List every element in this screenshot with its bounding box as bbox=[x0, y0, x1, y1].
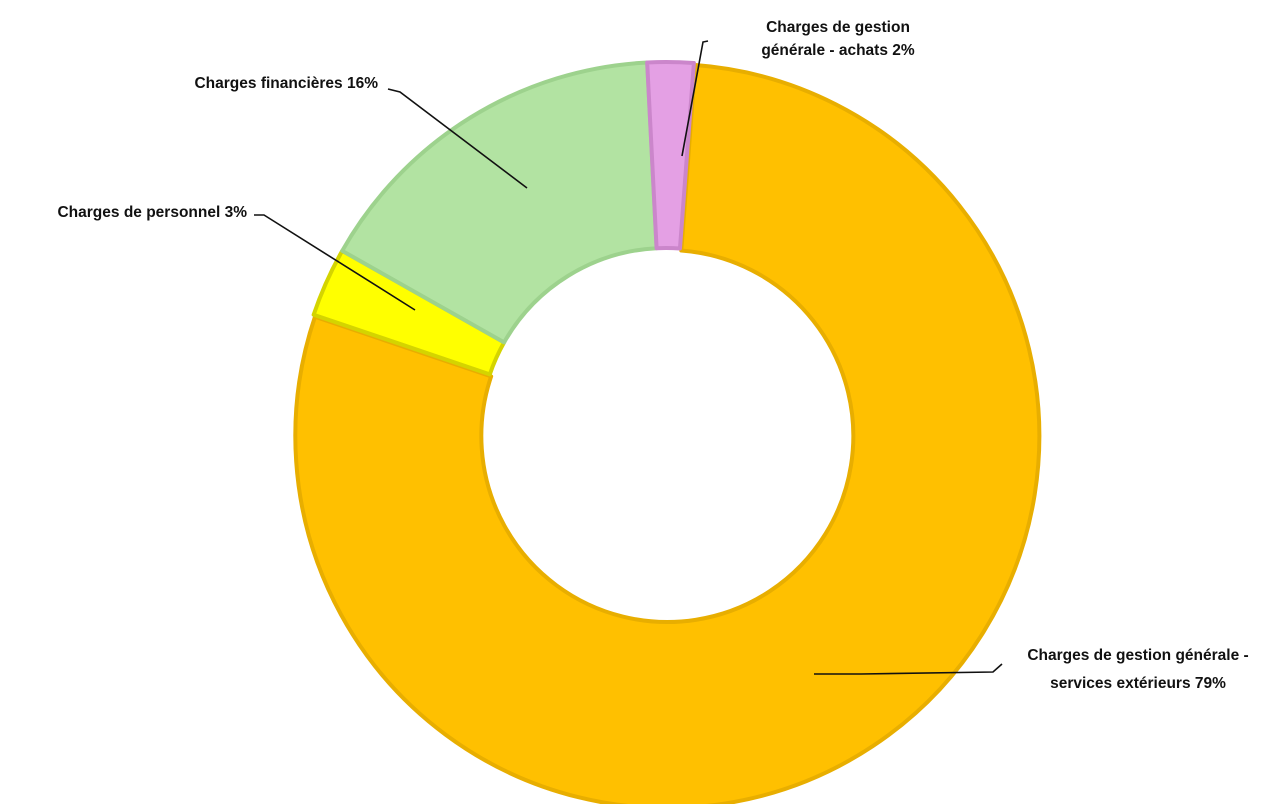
data-label-line: Charges de personnel 3% bbox=[57, 204, 247, 221]
data-label-charges-de-gestion-generale-services-exterieurs: Charges de gestion générale - services ex… bbox=[1027, 647, 1248, 692]
data-label-charges-de-gestion-generale-achats: Charges de gestion générale - achats 2% bbox=[761, 19, 915, 59]
donut-slices bbox=[293, 60, 1042, 804]
slice-charges-de-gestion-generale-services-exterieurs bbox=[293, 63, 1042, 804]
data-label-line: Charges de gestion générale - bbox=[1027, 647, 1248, 664]
data-labels: Charges de gestion générale - services ex… bbox=[57, 19, 1248, 692]
leader-line-charges-financieres bbox=[387, 88, 528, 189]
data-label-charges-de-personnel: Charges de personnel 3% bbox=[57, 204, 247, 221]
slice-charges-financieres bbox=[340, 60, 659, 345]
data-label-line: services extérieurs 79% bbox=[1050, 675, 1226, 692]
leader-line-charges-de-gestion-generale-achats bbox=[681, 40, 709, 157]
data-label-charges-financieres: Charges financières 16% bbox=[194, 75, 378, 92]
leader-lines bbox=[254, 40, 1003, 675]
slice-charges-de-gestion-generale-achats bbox=[645, 60, 696, 251]
leader-line-charges-de-personnel bbox=[254, 214, 416, 311]
data-label-line: générale - achats 2% bbox=[761, 42, 915, 59]
data-label-line: Charges de gestion bbox=[766, 19, 910, 36]
leader-line-charges-de-gestion-generale-services-exterieurs bbox=[814, 663, 1003, 675]
data-label-line: Charges financières 16% bbox=[194, 75, 378, 92]
